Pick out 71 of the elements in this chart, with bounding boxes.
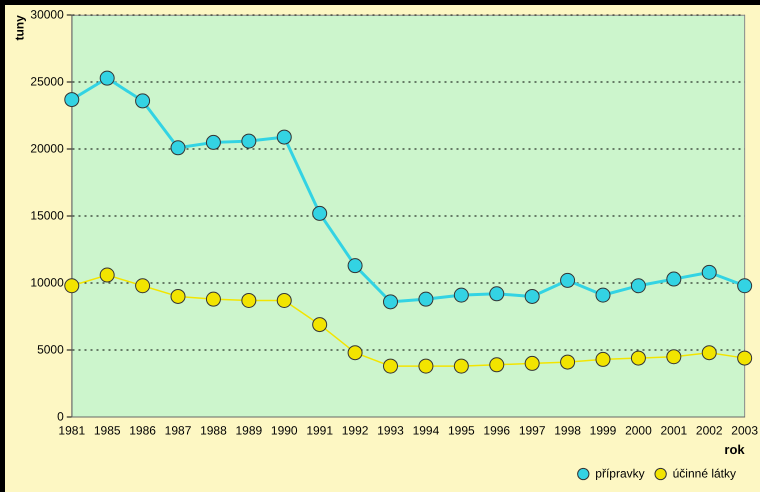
x-tick-label: 1981 bbox=[58, 424, 86, 438]
x-tick-label: 1989 bbox=[235, 424, 263, 438]
y-tick-label: 15000 bbox=[30, 208, 64, 222]
x-tick-label: 1992 bbox=[342, 424, 369, 438]
legend-label: přípravky bbox=[595, 466, 645, 480]
point bbox=[170, 288, 186, 304]
point bbox=[100, 268, 115, 283]
point bbox=[595, 352, 610, 367]
point bbox=[666, 349, 682, 364]
point bbox=[206, 292, 221, 307]
x-tick-label: 2003 bbox=[731, 424, 758, 438]
x-tick-label: 1986 bbox=[129, 424, 156, 438]
point bbox=[276, 292, 292, 308]
y-tick-label: 5000 bbox=[37, 342, 64, 356]
x-tick-label: 2001 bbox=[660, 424, 688, 438]
x-tick-label: 1997 bbox=[518, 424, 546, 438]
x-tick-label: 1998 bbox=[554, 424, 582, 438]
legend-label: účinné látky bbox=[672, 466, 736, 480]
point bbox=[64, 278, 80, 294]
point bbox=[737, 350, 752, 366]
point bbox=[170, 140, 186, 156]
point bbox=[383, 358, 398, 374]
point bbox=[454, 288, 469, 303]
point bbox=[737, 278, 752, 294]
y-tick-label: 0 bbox=[57, 409, 64, 424]
point bbox=[418, 292, 434, 307]
x-axis-title: rok bbox=[724, 442, 746, 457]
point bbox=[100, 70, 115, 86]
point bbox=[348, 345, 363, 360]
y-tick-label: 30000 bbox=[30, 8, 64, 22]
point bbox=[524, 288, 540, 304]
x-tick-label: 1990 bbox=[270, 424, 298, 438]
point bbox=[241, 134, 256, 149]
point bbox=[312, 206, 328, 221]
point bbox=[489, 286, 504, 302]
y-tick-label: 25000 bbox=[30, 74, 64, 88]
point bbox=[135, 278, 150, 294]
x-tick-label: 1988 bbox=[200, 424, 228, 438]
point bbox=[702, 264, 717, 280]
point bbox=[524, 356, 540, 371]
point bbox=[489, 357, 504, 372]
y-tick-label: 10000 bbox=[30, 275, 64, 290]
point bbox=[135, 93, 150, 108]
x-tick-label: 1991 bbox=[306, 424, 334, 438]
point bbox=[241, 292, 256, 308]
x-tick-label: 1994 bbox=[412, 424, 440, 438]
x-tick-label: 2002 bbox=[696, 424, 723, 438]
point bbox=[630, 350, 646, 366]
point bbox=[383, 294, 398, 310]
y-axis-title: tuny bbox=[12, 14, 27, 41]
point bbox=[560, 272, 576, 288]
x-tick-label: 2000 bbox=[625, 424, 652, 438]
y-tick-label: 20000 bbox=[30, 141, 64, 156]
x-tick-label: 1993 bbox=[377, 424, 404, 438]
point bbox=[64, 92, 80, 108]
point bbox=[630, 278, 646, 294]
x-tick-label: 1999 bbox=[590, 424, 617, 438]
point bbox=[276, 130, 292, 145]
point bbox=[560, 354, 576, 370]
point bbox=[666, 272, 682, 287]
point bbox=[454, 358, 469, 374]
point bbox=[702, 345, 717, 360]
x-tick-label: 1987 bbox=[164, 424, 192, 438]
point bbox=[595, 288, 610, 303]
point bbox=[348, 258, 363, 274]
point bbox=[418, 358, 434, 374]
x-tick-label: 1995 bbox=[448, 424, 476, 438]
point bbox=[206, 134, 221, 150]
x-tick-label: 1996 bbox=[483, 424, 510, 438]
x-tick-label: 1985 bbox=[94, 424, 121, 438]
point bbox=[312, 317, 328, 332]
